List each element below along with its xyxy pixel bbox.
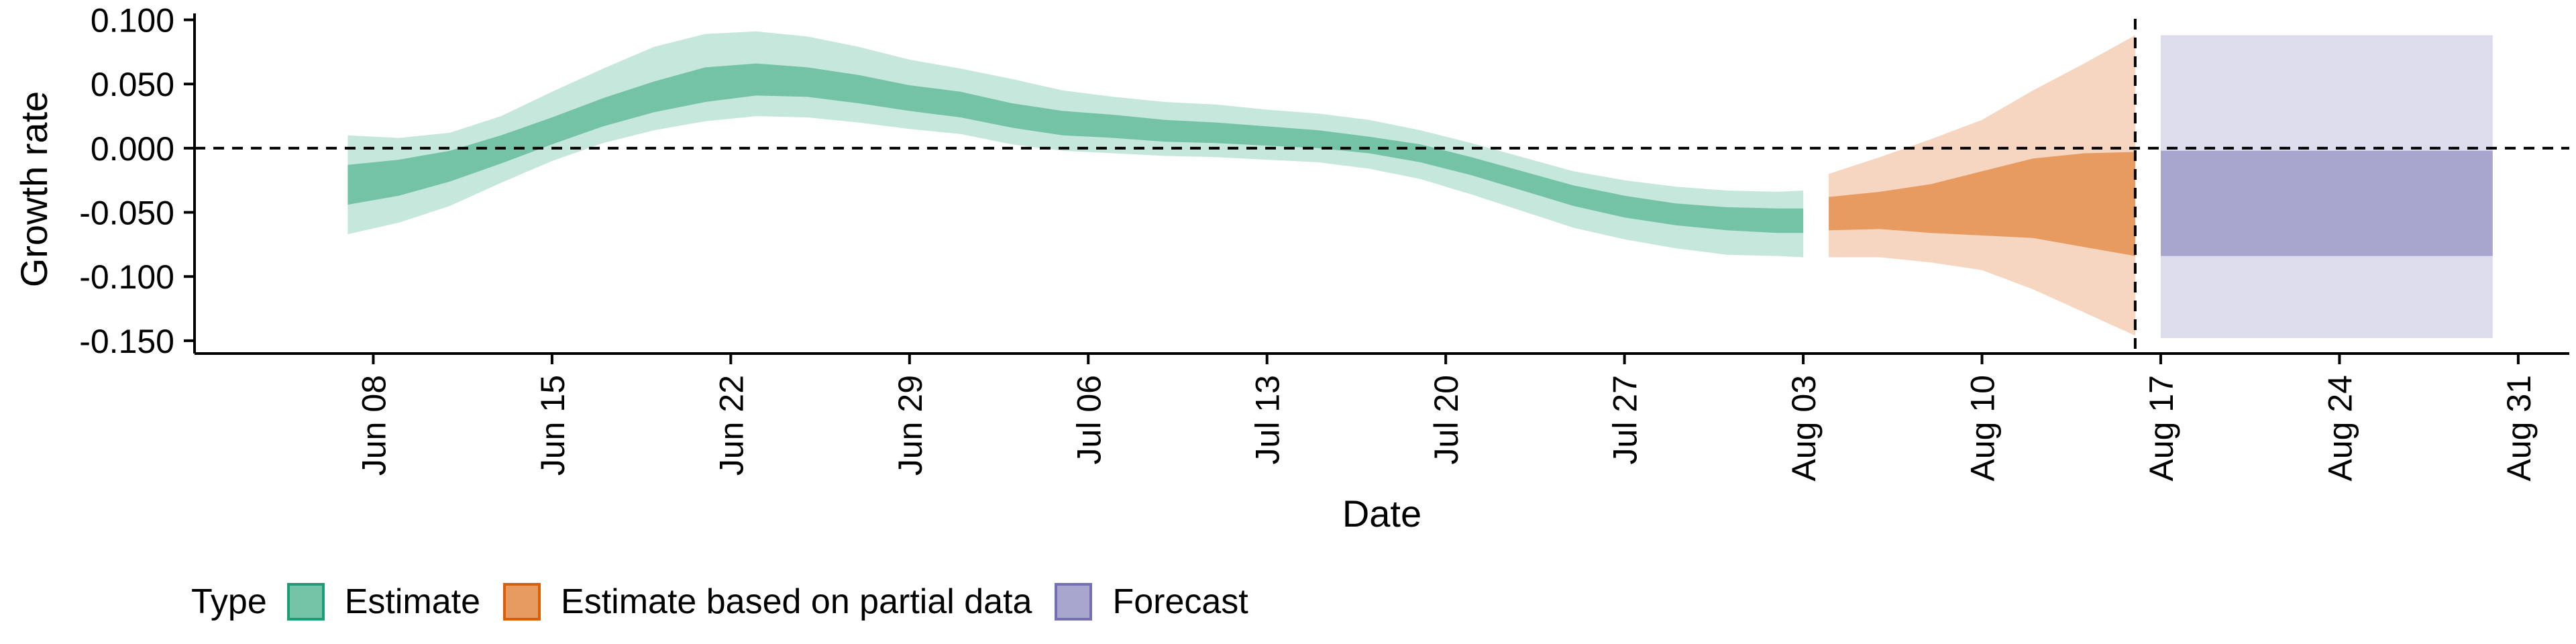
- x-tick-label: Aug 03: [1785, 375, 1823, 481]
- legend-items: Estimate Estimate based on partial data Fo…: [286, 582, 1271, 622]
- legend-label: Forecast: [1112, 582, 1248, 621]
- x-tick-label: Aug 31: [2500, 375, 2538, 481]
- legend-swatch: [286, 583, 325, 621]
- x-axis-ticks: Jun 08 Jun 15 Jun 22 Jun 29 Jul 06 Jul 13 Jul …: [355, 354, 2538, 481]
- growth-rate-chart: Jun 08 Jun 15 Jun 22 Jun 29 Jul 06 Jul 13 Jul …: [13, 2, 2569, 535]
- legend-title: Type: [191, 582, 267, 621]
- x-axis-title: Date: [1342, 492, 1421, 535]
- x-tick-label: Jun 22: [712, 375, 750, 476]
- legend-swatch: [1055, 583, 1093, 621]
- band-inner-estimate: [347, 63, 1804, 233]
- x-tick-label: Aug 24: [2321, 375, 2359, 481]
- legend-item: Forecast: [1055, 582, 1248, 622]
- band-outer-estimate: [347, 31, 1804, 258]
- legend-item: Estimate: [286, 582, 481, 622]
- x-tick-label: Jul 20: [1428, 375, 1465, 464]
- y-axis-ticks: 0.100 0.050 0.000 -0.050 -0.100 -0.150: [79, 2, 195, 360]
- x-tick-label: Jun 29: [892, 375, 929, 476]
- x-tick-label: Jul 06: [1070, 375, 1108, 464]
- band-inner-forecast: [2161, 150, 2493, 256]
- y-tick-label: 0.100: [91, 2, 174, 40]
- x-tick-label: Jun 15: [534, 375, 572, 476]
- x-tick-label: Aug 17: [2143, 375, 2180, 481]
- legend: Type Estimate Estimate based on partial d…: [191, 572, 1271, 632]
- y-tick-label: -0.100: [79, 258, 174, 296]
- y-axis-title: Growth rate: [13, 91, 55, 288]
- band-inner-estimate-based-on-partial-data: [1829, 152, 2135, 256]
- legend-label: Estimate: [344, 582, 481, 621]
- legend-item: Estimate based on partial data: [503, 582, 1032, 622]
- axes: [193, 13, 2569, 355]
- x-tick-label: Jul 27: [1607, 375, 1644, 464]
- series-bands: [347, 31, 2493, 338]
- x-tick-label: Jul 13: [1249, 375, 1287, 464]
- x-tick-label: Aug 10: [1964, 375, 2002, 481]
- y-tick-label: 0.000: [91, 130, 174, 168]
- legend-swatch: [503, 583, 541, 621]
- y-tick-label: -0.050: [79, 195, 174, 232]
- x-tick-label: Jun 08: [355, 375, 392, 476]
- y-tick-label: -0.150: [79, 323, 174, 360]
- legend-label: Estimate based on partial data: [561, 582, 1032, 621]
- reference-lines: [195, 19, 2569, 354]
- y-tick-label: 0.050: [91, 66, 174, 103]
